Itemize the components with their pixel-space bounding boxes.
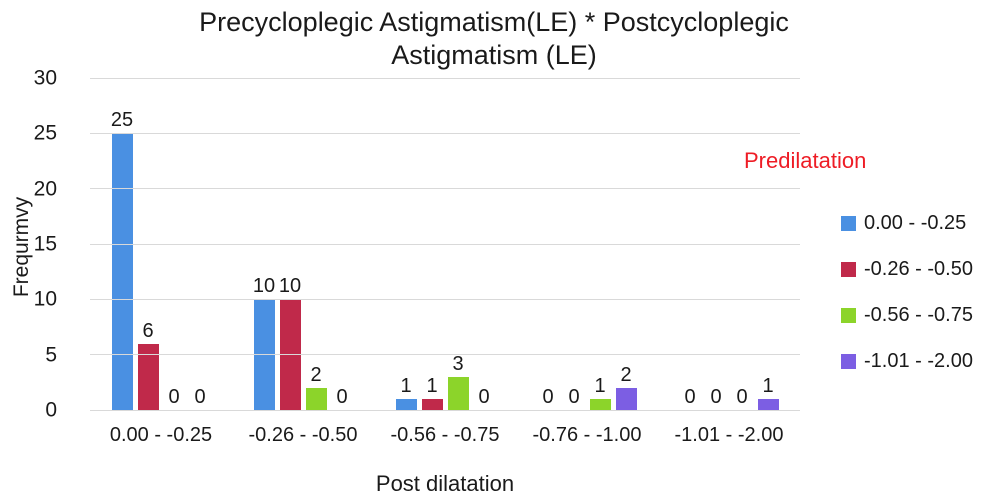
bar-slot: 0	[538, 387, 559, 410]
chart-title-line-2: Astigmatism (LE)	[391, 39, 597, 70]
bar-value-label: 0	[568, 386, 580, 408]
legend-title: Predilatation	[744, 148, 867, 173]
legend-item-1: -0.26 - -0.50	[841, 258, 973, 280]
bar-slot: 1	[395, 374, 417, 410]
bar-slot: 25	[110, 109, 134, 410]
gridline-25	[90, 132, 800, 134]
bar-value-label: 2	[620, 363, 632, 386]
bar-slot: 0	[164, 387, 185, 410]
bar-value-label: 6	[142, 319, 154, 342]
bar-slot: 0	[680, 387, 701, 410]
chart-title: Precycloplegic Astigmatism(LE) * Postcyc…	[0, 6, 988, 72]
bar-slot: 0	[732, 387, 753, 410]
bar-slot: 10	[278, 275, 302, 410]
bar-value-label: 0	[710, 386, 722, 408]
chart-title-line-1: Precycloplegic Astigmatism(LE) * Postcyc…	[199, 7, 789, 37]
x-tick-label-4: -1.01 - -2.00	[674, 424, 784, 446]
legend-item-label: -1.01 - -2.00	[864, 350, 973, 372]
bar-value-label: 0	[736, 386, 748, 408]
plot-area: 25 6 0 0 10 10 2 0 1 1 3 0 0 0 1 2 0 0 0 1	[90, 77, 800, 411]
bar-slot: 1	[589, 374, 611, 410]
legend-item-label: -0.56 - -0.75	[864, 304, 973, 326]
bar-value-label: 10	[252, 275, 276, 298]
bar-slot: 2	[615, 363, 637, 410]
legend-swatch-icon	[841, 307, 856, 323]
bar-value-label: 0	[478, 386, 490, 408]
y-tick-label-20: 20	[33, 177, 57, 201]
bar-value-label: 1	[400, 374, 412, 397]
bar-slot: 3	[447, 352, 469, 410]
gridline-5	[90, 354, 800, 356]
bar-series-3-cat-3	[615, 387, 637, 410]
bar-value-label: 0	[168, 386, 180, 408]
bar-series-2-cat-2	[447, 376, 469, 410]
bar-series-0-cat-0	[111, 133, 133, 410]
bar-value-label: 1	[426, 374, 438, 397]
bar-slot: 0	[706, 387, 727, 410]
legend: 0.00 - -0.25 -0.26 - -0.50 -0.56 - -0.75 -1…	[841, 212, 973, 372]
bar-group-0: 25 6 0 0	[90, 78, 232, 410]
gridline-10	[90, 298, 800, 300]
y-tick-label-5: 5	[45, 343, 57, 367]
bar-slot: 0	[332, 387, 353, 410]
bar-slot: 0	[474, 387, 495, 410]
bar-series-1-cat-2	[421, 398, 443, 410]
bar-series-2-cat-3	[589, 398, 611, 410]
x-tick-label-0: 0.00 - -0.25	[109, 424, 213, 446]
bar-value-label: 0	[542, 386, 554, 408]
bar-value-label: 10	[278, 275, 302, 298]
legend-swatch-icon	[841, 261, 856, 277]
bar-slot: 2	[305, 363, 327, 410]
bar-value-label: 0	[194, 386, 206, 408]
legend-item-0: 0.00 - -0.25	[841, 212, 973, 234]
legend-item-label: 0.00 - -0.25	[864, 212, 967, 234]
bar-slot: 1	[421, 374, 443, 410]
bar-value-label: 3	[452, 352, 464, 375]
y-tick-label-25: 25	[33, 121, 57, 145]
bar-value-label: 0	[684, 386, 696, 408]
bar-slot: 1	[757, 374, 779, 410]
gridline-20	[90, 188, 800, 190]
bar-series-0-cat-2	[395, 398, 417, 410]
legend-swatch-icon	[841, 215, 856, 231]
bar-value-label: 1	[762, 374, 774, 397]
x-axis-title: Post dilatation	[375, 471, 515, 496]
bar-value-label: 0	[336, 386, 348, 408]
x-tick-label-1: -0.26 - -0.50	[248, 424, 358, 446]
legend-swatch-icon	[841, 353, 856, 369]
bar-value-label: 2	[310, 363, 322, 386]
bar-slot: 0	[190, 387, 211, 410]
legend-item-2: -0.56 - -0.75	[841, 304, 973, 326]
bar-series-1-cat-0	[137, 343, 159, 410]
bar-series-2-cat-1	[305, 387, 327, 410]
y-tick-label-30: 30	[33, 66, 57, 90]
gridline-0	[90, 409, 800, 411]
gridline-30	[90, 77, 800, 79]
bar-value-label: 25	[110, 109, 134, 132]
bar-slot: 10	[252, 275, 276, 410]
y-tick-label-15: 15	[33, 232, 57, 256]
legend-item-3: -1.01 - -2.00	[841, 350, 973, 372]
x-axis-ticks: 0.00 - -0.25 -0.26 - -0.50 -0.56 - -0.75 -0…	[90, 424, 800, 447]
y-tick-label-0: 0	[45, 398, 57, 422]
bar-series-3-cat-4	[757, 398, 779, 410]
bar-slot: 6	[137, 319, 159, 410]
x-tick-label-3: -0.76 - -1.00	[532, 424, 642, 446]
legend-item-label: -0.26 - -0.50	[864, 258, 973, 280]
gridline-15	[90, 243, 800, 245]
bar-value-label: 1	[594, 374, 606, 397]
y-tick-label-10: 10	[33, 287, 57, 311]
bar-slot: 0	[564, 387, 585, 410]
x-tick-label-2: -0.56 - -0.75	[390, 424, 500, 446]
